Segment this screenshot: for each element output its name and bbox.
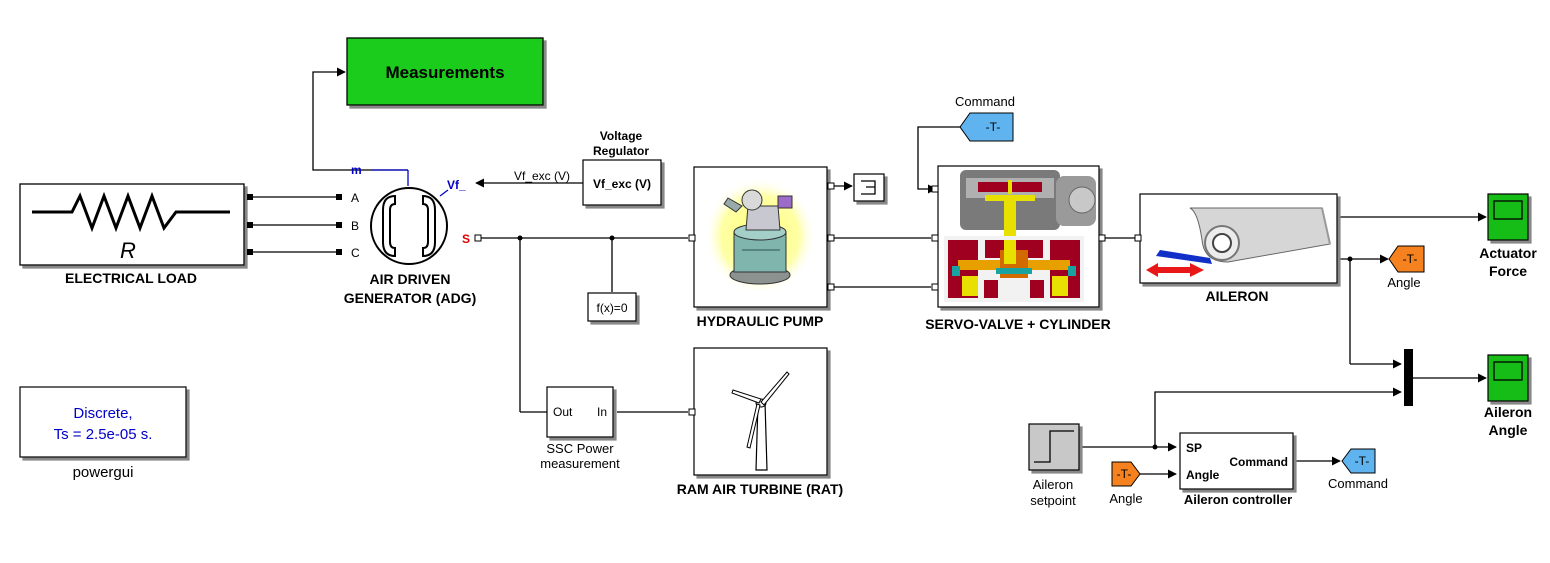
- junction-dot: [1152, 444, 1158, 450]
- ssc-out-port: Out: [553, 405, 573, 419]
- setpoint-label-line1: Aileron: [1033, 477, 1073, 492]
- powergui-label: powergui: [73, 464, 134, 481]
- junction-dot: [517, 235, 523, 241]
- servo-valve-block[interactable]: [931, 165, 1106, 308]
- command-goto-bottom[interactable]: -T-: [1341, 448, 1376, 474]
- aileron-label: AILERON: [1206, 288, 1269, 304]
- ssc-in-port: In: [597, 405, 607, 419]
- powergui-line1: Discrete,: [73, 405, 132, 422]
- goto-symbol: -T-: [986, 120, 1001, 134]
- junctions: [517, 235, 1353, 450]
- angle-goto-right[interactable]: -T-: [1388, 245, 1425, 273]
- step-icon: [1034, 430, 1074, 463]
- vreg-title-line2: Regulator: [593, 144, 649, 158]
- wind-turbine-icon: [731, 371, 790, 471]
- goto-symbol: -T-: [1355, 454, 1370, 468]
- goto-symbol: -T-: [1403, 252, 1418, 266]
- setpoint-label-line2: setpoint: [1030, 493, 1076, 508]
- terminator-block[interactable]: [853, 173, 885, 202]
- adg-port-a: [336, 194, 342, 200]
- adg-port-a-label: A: [351, 191, 359, 205]
- goto-symbol: -T-: [1117, 467, 1132, 481]
- scope-icon: [1493, 200, 1523, 220]
- powergui-block[interactable]: Discrete, Ts = 2.5e-05 s.: [19, 386, 187, 458]
- adg-port-c-label: C: [351, 246, 360, 260]
- adg-port-b: [336, 222, 342, 228]
- signal-lines: [252, 67, 1487, 479]
- ssc-power-block[interactable]: Out In: [546, 386, 614, 438]
- stator-right-icon: [422, 194, 436, 258]
- resistor-icon: [32, 191, 230, 233]
- actuator-force-scope[interactable]: [1487, 193, 1529, 241]
- adg-port-m-label: m: [351, 163, 362, 177]
- hydraulic-pump-label: HYDRAULIC PUMP: [697, 313, 824, 329]
- mux-block[interactable]: [1404, 349, 1413, 406]
- adg-port-s-label: S: [462, 232, 470, 246]
- load-port-c: [247, 249, 253, 255]
- servo-valve-icon: [944, 170, 1096, 302]
- actuator-force-label-line2: Force: [1489, 263, 1527, 279]
- vreg-output-port: Vf_exc (V): [593, 177, 651, 191]
- controller-sp-port: SP: [1186, 441, 1202, 455]
- adg-block[interactable]: A B C m Vf_ S: [336, 163, 482, 265]
- command-bottom-label: Command: [1328, 476, 1388, 491]
- vf-line-label: Vf_exc (V): [514, 169, 570, 183]
- line-m-to-measurements: [312, 67, 408, 171]
- measurements-label: Measurements: [385, 63, 504, 82]
- line-command-to-servo: [917, 126, 960, 194]
- controller-angle-port: Angle: [1186, 468, 1220, 482]
- scope-icon: [1493, 361, 1523, 381]
- aileron-angle-scope[interactable]: [1487, 354, 1529, 402]
- aileron-block[interactable]: [1134, 193, 1338, 284]
- stator-left-icon: [382, 194, 396, 258]
- ssc-label-line1: SSC Power: [546, 441, 614, 456]
- resistor-symbol: R: [120, 238, 136, 263]
- angle-right-label: Angle: [1387, 275, 1420, 290]
- rat-label: RAM AIR TURBINE (RAT): [677, 481, 843, 497]
- adg-port-vf-label: Vf_: [447, 178, 466, 192]
- voltage-regulator-block[interactable]: Vf_exc (V): [582, 159, 662, 206]
- junction-dot: [1347, 256, 1353, 262]
- command-goto-top[interactable]: -T-: [959, 112, 1014, 142]
- servo-valve-label: SERVO-VALVE + CYLINDER: [925, 316, 1111, 332]
- measurements-block[interactable]: Measurements: [346, 37, 544, 106]
- adg-label-line1: AIR DRIVEN: [370, 271, 451, 287]
- pump-icon: [723, 189, 793, 285]
- load-port-a: [247, 194, 253, 200]
- junction-dot: [609, 235, 615, 241]
- adg-port-s: [474, 234, 482, 242]
- aileron-icon: [1146, 207, 1331, 277]
- aileron-controller-block[interactable]: SP Angle Command: [1179, 432, 1294, 490]
- ssc-label-line2: measurement: [540, 456, 620, 471]
- command-top-label: Command: [955, 94, 1015, 109]
- aileron-angle-label-line2: Angle: [1489, 422, 1528, 438]
- controller-command-port: Command: [1229, 455, 1288, 469]
- adg-port-b-label: B: [351, 219, 359, 233]
- aileron-angle-label-line1: Aileron: [1484, 404, 1532, 420]
- terminator-icon: [861, 180, 876, 195]
- adg-port-c: [336, 249, 342, 255]
- rat-block[interactable]: [688, 347, 828, 476]
- actuator-force-label-line1: Actuator: [1479, 245, 1537, 261]
- load-port-b: [247, 222, 253, 228]
- powergui-line2: Ts = 2.5e-05 s.: [54, 426, 153, 443]
- controller-label: Aileron controller: [1184, 492, 1292, 507]
- angle-bottom-label: Angle: [1109, 491, 1142, 506]
- electrical-load-block[interactable]: R: [19, 183, 253, 266]
- aileron-setpoint-block[interactable]: [1028, 423, 1080, 471]
- adg-label-line2: GENERATOR (ADG): [344, 290, 476, 306]
- vreg-title-line1: Voltage: [600, 129, 643, 143]
- solver-config-label: f(x)=0: [596, 301, 627, 315]
- angle-goto-bottom[interactable]: -T-: [1111, 461, 1141, 487]
- electrical-load-label: ELECTRICAL LOAD: [65, 270, 197, 286]
- hydraulic-pump-block[interactable]: [688, 166, 835, 308]
- solver-config-block[interactable]: f(x)=0: [587, 292, 637, 322]
